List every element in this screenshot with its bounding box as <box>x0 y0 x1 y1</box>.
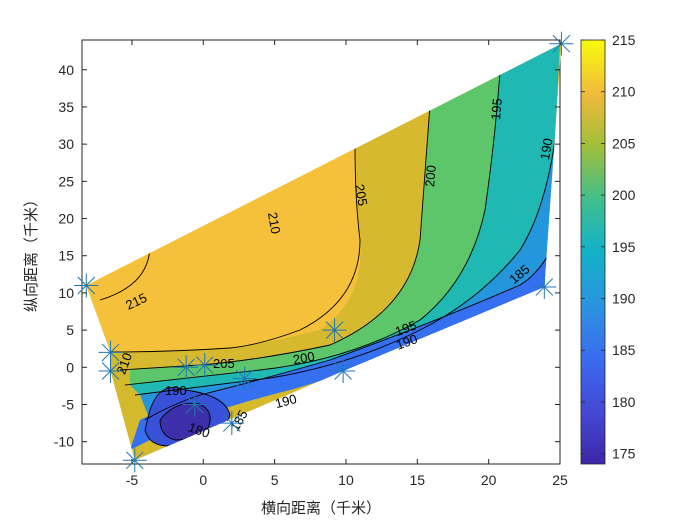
colorbar-tick-label: 215 <box>612 32 636 48</box>
station-marker <box>219 411 244 436</box>
y-axis-label: 纵向距离（千米） <box>22 192 40 312</box>
contour-label: 190 <box>273 391 298 411</box>
contour-labels: 215 210 210 205 205 200 200 195 195 190 … <box>114 98 556 441</box>
y-tick-label: -5 <box>62 396 75 412</box>
y-axis: -10 -5 0 5 10 15 20 25 30 35 40 <box>54 62 560 450</box>
x-axis: -5 0 5 10 15 20 25 <box>126 40 568 488</box>
contour-label: 200 <box>422 165 439 188</box>
contour-line-180 <box>159 402 211 441</box>
colorbar-tick-label: 185 <box>612 342 636 358</box>
band-200 <box>130 72 500 385</box>
contour-label: 195 <box>393 318 419 340</box>
band-185 <box>130 230 560 450</box>
contour-label: 210 <box>265 211 284 235</box>
band-195 <box>130 43 560 395</box>
station-marker <box>74 273 99 298</box>
contour-line-210 <box>109 144 361 353</box>
contour-lines <box>99 71 561 447</box>
contour-line-200 <box>124 71 501 386</box>
station-marker <box>174 355 199 380</box>
y-tick-label: 10 <box>58 285 74 301</box>
contour-label: 190 <box>394 331 420 353</box>
station-marker <box>122 448 147 473</box>
contour-label: 195 <box>488 98 505 121</box>
station-marker <box>232 366 257 391</box>
band-175 <box>160 403 211 440</box>
x-tick-label: 10 <box>338 472 354 488</box>
colorbar-tick-label: 210 <box>612 84 636 100</box>
colorbar-tick-label: 190 <box>612 291 636 307</box>
colorbar-ticks: 175 180 185 190 195 200 205 210 215 <box>581 32 636 462</box>
x-tick-label: 25 <box>552 472 568 488</box>
contour-line-205 <box>119 104 431 371</box>
contour-label: 200 <box>292 349 316 368</box>
x-axis-label: 横向距离（千米） <box>261 499 381 517</box>
x-tick-label: 20 <box>481 472 497 488</box>
station-marker <box>331 359 356 384</box>
contour-label: 190 <box>537 137 556 161</box>
station-marker <box>549 31 574 56</box>
band-210 <box>86 43 560 360</box>
x-tick-label: 0 <box>199 472 207 488</box>
x-tick-label: -5 <box>126 472 139 488</box>
y-tick-label: 35 <box>58 99 74 115</box>
station-marker <box>98 359 123 384</box>
colorbar-tick-label: 175 <box>612 446 636 462</box>
station-markers <box>74 31 574 473</box>
colorbar-tick-label: 205 <box>612 135 636 151</box>
contour-line-190 <box>144 229 561 421</box>
y-tick-label: 0 <box>66 359 74 375</box>
contour-label: 205 <box>352 183 371 207</box>
station-marker <box>182 392 207 417</box>
contour-line-185 <box>144 387 231 447</box>
station-marker <box>192 353 217 378</box>
y-tick-label: 15 <box>58 248 74 264</box>
contour-label: 210 <box>114 351 136 377</box>
band-205 <box>130 105 430 370</box>
colorbar-tick-label: 200 <box>612 187 636 203</box>
y-tick-label: 5 <box>66 322 74 338</box>
x-tick-label: 15 <box>410 472 426 488</box>
contour-label: 205 <box>213 356 235 371</box>
colorbar-tick-label: 195 <box>612 239 636 255</box>
station-marker <box>532 274 557 299</box>
contour-label: 190 <box>165 383 187 398</box>
station-marker <box>322 318 347 343</box>
y-tick-label: 25 <box>58 173 74 189</box>
contour-line-195 <box>134 139 556 396</box>
x-tick-label: 5 <box>271 472 279 488</box>
y-tick-label: 30 <box>58 136 74 152</box>
contour-label: 180 <box>186 419 212 441</box>
colorbar <box>580 39 606 465</box>
y-tick-label: 40 <box>58 62 74 78</box>
colorbar-tick-label: 180 <box>612 394 636 410</box>
y-tick-label: 20 <box>58 211 74 227</box>
y-tick-label: -10 <box>54 434 74 450</box>
